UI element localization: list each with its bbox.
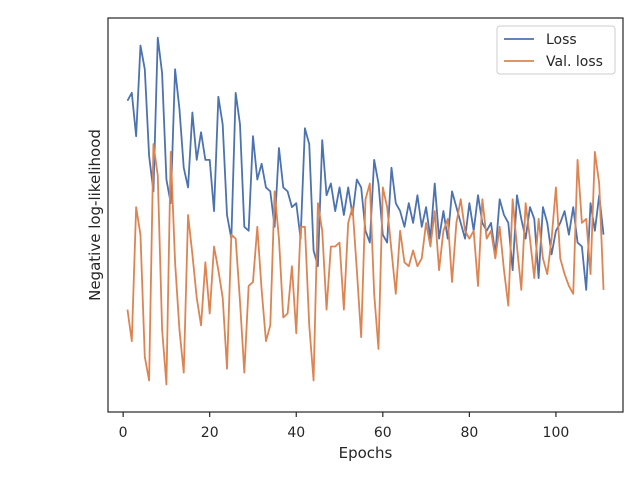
legend-label-val-loss: Val. loss [546,54,603,70]
x-tick-label: 20 [201,425,219,441]
x-tick-label: 60 [374,425,392,441]
legend: Loss Val. loss [496,25,616,75]
x-tick-label: 0 [119,425,128,441]
legend-box [496,25,616,75]
x-axis-ticks: 0 20 40 60 80 100 [119,412,570,441]
x-tick-label: 100 [543,425,570,441]
x-axis-label: Epochs [339,444,393,462]
series-line-val-loss [126,143,605,386]
x-tick-label: 40 [287,425,305,441]
x-tick-label: 80 [460,425,478,441]
legend-label-loss: Loss [546,32,577,48]
y-axis-label: Negative log-likelihood [86,129,104,301]
series-layer [126,36,605,386]
plot-frame [107,17,624,413]
